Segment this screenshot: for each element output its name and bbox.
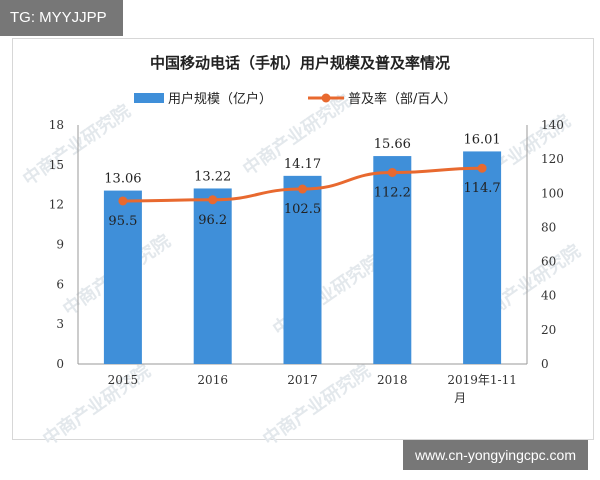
bar-value-label: 13.22 [194,169,231,184]
bar [463,151,502,364]
line-point [118,196,128,206]
legend-bar-label: 用户规模（亿户） [168,91,272,107]
right-tick-label: 60 [541,255,556,269]
x-tick-label: 2019年1-11 月 [447,373,517,405]
legend-line-marker [321,93,331,103]
left-tick-label: 18 [49,118,64,132]
left-tick-label: 3 [56,317,64,331]
right-tick-label: 120 [541,152,564,166]
line-value-label: 102.5 [284,202,321,217]
bar-value-label: 16.01 [463,132,500,147]
website-tag: www.cn-yongyingcpc.com [402,440,588,470]
left-tick-label: 9 [56,238,64,252]
bar [283,175,322,364]
bar-value-label: 15.66 [374,137,411,152]
line-point [477,163,487,173]
right-tick-label: 100 [541,186,564,200]
right-tick-label: 80 [541,220,556,234]
left-tick-label: 0 [56,357,64,371]
line-value-label: 96.2 [198,213,227,228]
right-tick-label: 140 [541,118,564,132]
right-tick-label: 0 [541,357,549,371]
legend-bar-swatch [134,93,164,103]
plot-area: 0 3 6 9 12 15 18 0 20 40 60 80 100 120 140 13.06 13.22 14… [49,118,564,405]
bar [103,190,142,364]
bar [373,156,412,364]
x-tick-label: 2016 [197,373,228,387]
line-point [387,167,397,177]
x-tick-label: 2018 [377,373,408,387]
line-value-label: 112.2 [374,185,411,200]
right-tick-label: 20 [541,323,556,337]
chart-title: 中国移动电话（手机）用户规模及普及率情况 [150,54,450,72]
line-value-label: 95.5 [108,214,137,229]
bar [193,188,232,364]
line-point [298,184,307,194]
line-value-label: 114.7 [463,181,500,196]
left-tick-label: 6 [56,277,64,291]
right-tick-label: 40 [541,289,556,303]
legend-line-label: 普及率（部/百人） [348,91,456,107]
line-point [208,195,218,205]
legend: 用户规模（亿户） 普及率（部/百人） [134,91,456,107]
left-tick-label: 12 [49,198,64,212]
left-tick-label: 15 [49,158,64,172]
x-tick-label: 2017 [287,373,318,387]
source-tag: TG: MYYJJPP [0,0,123,36]
x-tick-label: 2015 [108,373,139,387]
bar-value-label: 14.17 [284,157,321,172]
bar-value-label: 13.06 [104,172,141,187]
